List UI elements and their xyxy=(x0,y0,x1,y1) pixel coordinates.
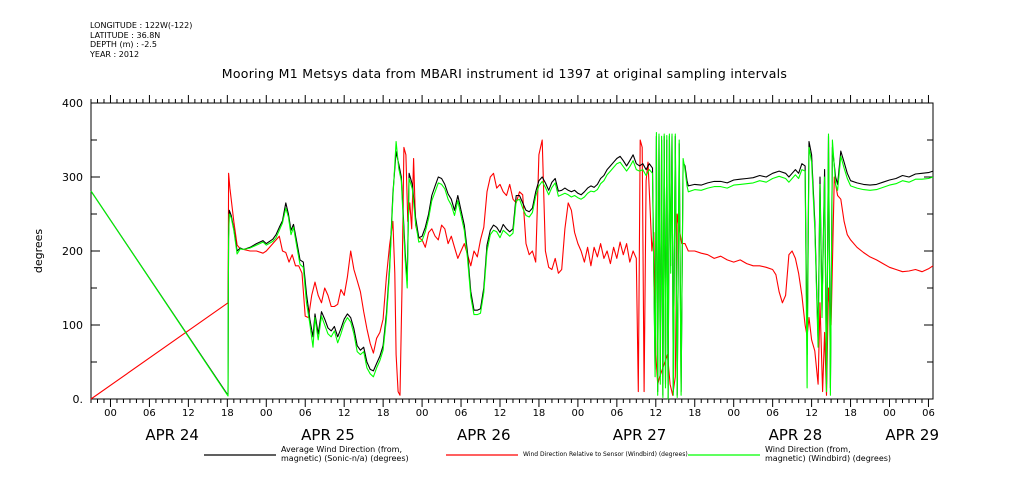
legend-label-1: Average Wind Direction (from, xyxy=(281,445,402,454)
x-tick-label: 18 xyxy=(533,408,546,419)
latitude-label: LATITUDE : 36.8N xyxy=(90,30,161,40)
longitude-label: LONGITUDE : 122W(-122) xyxy=(90,21,193,30)
year-label: YEAR : 2012 xyxy=(90,49,140,59)
legend-label-3: Wind Direction (from, xyxy=(765,445,851,454)
x-tick-label: 00 xyxy=(104,408,117,419)
x-day-label: APR 29 xyxy=(885,426,939,444)
x-tick-label: 18 xyxy=(221,408,234,419)
x-tick-label: 00 xyxy=(883,408,896,419)
series-line-2 xyxy=(90,139,934,400)
series-line-3 xyxy=(90,132,934,400)
y-tick-label: 200 xyxy=(62,245,83,258)
chart-title: Mooring M1 Metsys data from MBARI instru… xyxy=(221,66,788,81)
legend-label-2: Wind Direction Relative to Sensor (Windb… xyxy=(523,451,688,458)
x-tick-label: 18 xyxy=(377,408,390,419)
x-tick-label: 00 xyxy=(260,408,273,419)
x-tick-label: 00 xyxy=(416,408,429,419)
y-tick-label: 0. xyxy=(73,393,84,406)
x-tick-label: 00 xyxy=(572,408,585,419)
legend-label-1: magnetic) (Sonic-n/a) (degrees) xyxy=(281,454,409,463)
y-tick-label: 300 xyxy=(62,171,83,184)
x-day-label: APR 25 xyxy=(301,426,355,444)
y-tick-label: 400 xyxy=(62,97,83,110)
y-tick-label: 100 xyxy=(62,319,83,332)
x-day-label: APR 26 xyxy=(457,426,511,444)
x-tick-label: 06 xyxy=(922,408,935,419)
x-tick-label: 12 xyxy=(805,408,818,419)
x-day-label: APR 24 xyxy=(145,426,199,444)
x-tick-label: 18 xyxy=(844,408,857,419)
y-axis-label: degrees xyxy=(32,229,45,274)
depth-label: DEPTH (m) : -2.5 xyxy=(90,40,157,50)
x-tick-label: 06 xyxy=(766,408,779,419)
x-tick-label: 06 xyxy=(143,408,156,419)
metadata-block: LONGITUDE : 122W(-122) LATITUDE : 36.8N … xyxy=(90,21,192,59)
x-tick-label: 06 xyxy=(455,408,468,419)
x-day-label: APR 27 xyxy=(613,426,667,444)
series-line-1 xyxy=(90,135,934,400)
x-tick-label: 06 xyxy=(610,408,623,419)
x-tick-label: 18 xyxy=(688,408,701,419)
legend-label-3: magnetic) (Windbird) (degrees) xyxy=(765,454,891,463)
x-tick-label: 12 xyxy=(338,408,351,419)
x-tick-label: 12 xyxy=(182,408,195,419)
x-tick-label: 00 xyxy=(727,408,740,419)
x-tick-label: 12 xyxy=(494,408,507,419)
x-tick-label: 06 xyxy=(299,408,312,419)
x-day-label: APR 28 xyxy=(769,426,823,444)
x-tick-label: 12 xyxy=(649,408,662,419)
